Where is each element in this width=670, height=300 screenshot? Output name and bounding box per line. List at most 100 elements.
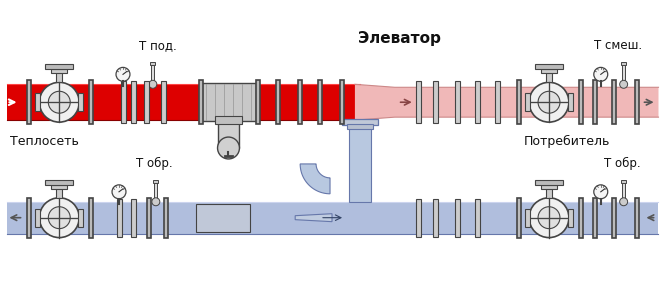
Bar xyxy=(525,93,530,111)
Bar xyxy=(154,181,157,201)
Circle shape xyxy=(620,80,628,88)
Bar xyxy=(541,69,557,74)
Bar xyxy=(131,199,136,237)
Text: Элеватор: Элеватор xyxy=(358,31,441,46)
Bar xyxy=(89,80,93,124)
Bar xyxy=(517,198,521,238)
Bar xyxy=(161,81,165,123)
Bar xyxy=(214,116,243,124)
Bar xyxy=(546,72,552,82)
Circle shape xyxy=(538,91,560,113)
Bar xyxy=(593,80,597,124)
Text: Т обр.: Т обр. xyxy=(604,157,641,170)
Bar xyxy=(634,198,639,238)
Bar xyxy=(257,80,261,124)
Bar xyxy=(495,81,500,123)
Bar xyxy=(56,188,62,198)
Bar xyxy=(151,63,154,83)
Circle shape xyxy=(152,198,160,206)
Bar xyxy=(52,69,67,74)
Circle shape xyxy=(40,82,79,122)
Text: Т обр.: Т обр. xyxy=(136,157,173,170)
Bar xyxy=(433,81,438,123)
Bar xyxy=(36,209,40,226)
Bar xyxy=(121,81,126,123)
Circle shape xyxy=(112,185,126,199)
Bar xyxy=(621,180,626,183)
Bar xyxy=(475,199,480,237)
Polygon shape xyxy=(295,214,332,222)
Bar xyxy=(27,198,31,238)
Circle shape xyxy=(620,198,628,206)
Bar xyxy=(621,62,626,65)
Circle shape xyxy=(149,80,157,88)
Text: Потребитель: Потребитель xyxy=(524,135,610,148)
Circle shape xyxy=(529,82,569,122)
Polygon shape xyxy=(300,164,330,194)
Bar xyxy=(117,199,122,237)
Bar xyxy=(349,120,371,202)
Bar xyxy=(318,80,322,124)
Bar xyxy=(475,81,480,123)
Circle shape xyxy=(218,137,239,159)
Bar xyxy=(456,199,460,237)
Bar xyxy=(622,63,625,83)
Polygon shape xyxy=(355,84,659,120)
Bar xyxy=(415,199,421,237)
Bar xyxy=(27,80,31,124)
Bar xyxy=(535,180,563,185)
Bar xyxy=(144,81,149,123)
Bar xyxy=(622,181,625,201)
Bar xyxy=(56,72,62,82)
Bar xyxy=(525,209,530,226)
Circle shape xyxy=(48,207,70,229)
Text: Т под.: Т под. xyxy=(139,40,177,52)
Circle shape xyxy=(594,185,608,199)
Bar xyxy=(517,80,521,124)
Bar xyxy=(198,80,202,124)
Bar xyxy=(78,209,83,226)
Bar xyxy=(579,198,583,238)
Bar xyxy=(433,199,438,237)
Circle shape xyxy=(40,198,79,238)
Bar xyxy=(546,188,552,198)
Bar xyxy=(535,64,563,69)
Bar xyxy=(541,185,557,189)
Bar xyxy=(196,204,251,232)
Bar xyxy=(131,81,136,123)
Bar xyxy=(52,185,67,189)
Bar xyxy=(89,198,93,238)
Circle shape xyxy=(538,207,560,229)
Bar xyxy=(147,198,151,238)
Bar xyxy=(568,93,573,111)
Bar xyxy=(612,80,616,124)
Circle shape xyxy=(48,91,70,113)
Bar xyxy=(7,202,659,234)
Bar xyxy=(342,119,378,125)
Bar xyxy=(347,124,373,129)
Bar xyxy=(7,84,360,120)
Bar xyxy=(634,80,639,124)
Text: Т смеш.: Т смеш. xyxy=(594,40,642,52)
Bar xyxy=(340,80,344,124)
Bar xyxy=(298,80,302,124)
Bar xyxy=(46,64,73,69)
Circle shape xyxy=(529,198,569,238)
Bar xyxy=(612,198,616,238)
Bar xyxy=(276,80,280,124)
Bar xyxy=(202,83,257,121)
Bar xyxy=(36,93,40,111)
Bar xyxy=(78,93,83,111)
Bar xyxy=(153,180,158,183)
Bar xyxy=(579,80,583,124)
Circle shape xyxy=(594,68,608,81)
Bar xyxy=(456,81,460,123)
Bar xyxy=(593,198,597,238)
Bar xyxy=(568,209,573,226)
Bar xyxy=(218,120,239,148)
Bar xyxy=(150,62,155,65)
Bar xyxy=(415,81,421,123)
Circle shape xyxy=(116,68,130,81)
Bar xyxy=(163,198,168,238)
Bar xyxy=(46,180,73,185)
